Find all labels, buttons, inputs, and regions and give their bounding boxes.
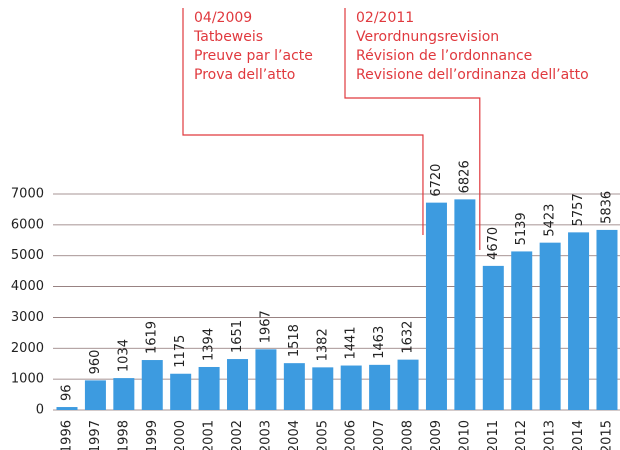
bar [482,265,504,410]
bar [198,366,220,410]
y-tick-label: 4000 [11,279,44,294]
bar [596,229,618,410]
y-tick-label: 6000 [11,217,44,232]
x-tick-label: 2011 [486,420,501,450]
x-tick-label: 2012 [514,420,529,450]
annotation-connector [182,8,424,235]
bar [539,242,561,410]
y-tick-label: 7000 [11,187,44,202]
value-label: 5423 [543,204,558,237]
value-label: 96 [60,384,75,401]
x-tick-label: 1998 [116,420,131,450]
y-tick-label: 5000 [11,248,44,263]
x-tick-label: 2001 [202,420,217,450]
x-tick-label: 2002 [230,420,245,450]
x-tick-label: 2007 [372,420,387,450]
x-tick-label: 2008 [401,420,416,450]
value-label: 1441 [344,326,359,359]
x-tick-label: 1999 [145,420,160,450]
bar [511,251,533,410]
annotation-text: Tatbeweis [193,29,263,45]
y-tick-label: 0 [36,403,44,418]
y-tick-label: 2000 [11,341,44,356]
bar [84,380,106,410]
annotation-text: Verordnungsrevision [356,29,499,45]
bar [397,359,419,410]
x-tick-label: 2014 [571,420,586,450]
bar [425,202,447,410]
value-label: 5757 [571,193,586,226]
bar [312,367,334,410]
bar [454,199,476,410]
value-label: 960 [88,350,103,375]
value-label: 1382 [315,328,330,361]
bar [283,363,305,410]
x-tick-label: 2006 [344,420,359,450]
y-tick-label: 1000 [11,372,44,387]
x-tick-label: 2003 [258,420,273,450]
x-tick-label: 2009 [429,420,444,450]
value-label: 1518 [287,324,302,357]
bar [255,349,277,410]
annotation-connector [344,8,481,250]
value-label: 1967 [258,310,273,343]
value-label: 6826 [457,160,472,193]
bar [369,364,391,410]
value-label: 6720 [429,164,444,197]
x-tick-label: 2000 [173,420,188,450]
bar [113,378,135,410]
annotation-text: 02/2011 [356,10,414,26]
annotation-text: 04/2009 [194,10,252,26]
x-tick-label: 2013 [543,420,558,450]
annotation-text: Prova dell’atto [194,67,295,83]
x-tick-label: 1996 [60,420,75,450]
value-label: 1632 [401,321,416,354]
value-label: 5139 [514,212,529,245]
x-tick-label: 2015 [599,420,614,450]
value-label: 1175 [173,335,188,368]
value-label: 1394 [202,328,217,361]
value-label: 5836 [599,191,614,224]
bar [568,232,590,410]
x-tick-label: 2005 [315,420,330,450]
bar [141,360,163,410]
value-label: 1034 [116,339,131,372]
x-tick-label: 1997 [88,420,103,450]
bar [170,373,192,410]
x-tick-label: 2004 [287,420,302,450]
value-label: 1651 [230,320,245,353]
bar [340,365,362,410]
bar [56,407,78,410]
value-label: 4670 [486,227,501,260]
x-tick-label: 2010 [457,420,472,450]
value-label: 1619 [145,321,160,354]
annotation-text: Révision de l’ordonnance [356,48,532,64]
bar [227,359,249,410]
y-tick-label: 3000 [11,310,44,325]
annotation-text: Preuve par l’acte [194,48,313,64]
value-label: 1463 [372,326,387,359]
annotation-text: Revisione dell’ordinanza dell’atto [356,67,589,83]
